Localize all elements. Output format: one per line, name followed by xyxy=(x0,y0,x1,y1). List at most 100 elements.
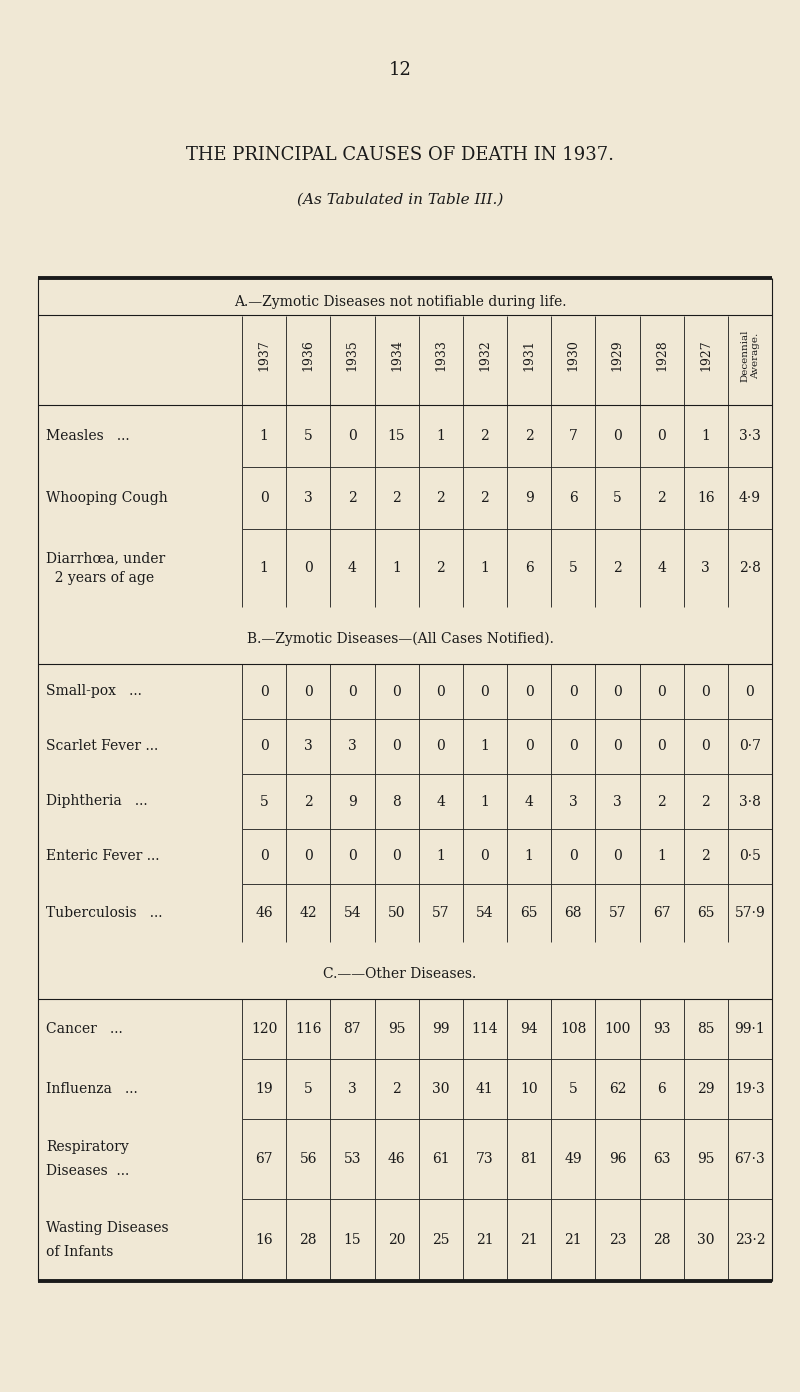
Text: 1933: 1933 xyxy=(434,340,447,372)
Text: 0: 0 xyxy=(392,849,401,863)
Text: 0: 0 xyxy=(348,429,357,443)
Text: Respiratory: Respiratory xyxy=(46,1140,129,1154)
Text: 28: 28 xyxy=(653,1233,670,1247)
Text: 0: 0 xyxy=(392,739,401,753)
Text: 2: 2 xyxy=(613,561,622,575)
Text: Diphtheria   ...: Diphtheria ... xyxy=(46,795,148,809)
Text: 6: 6 xyxy=(525,561,534,575)
Text: 50: 50 xyxy=(388,906,406,920)
Text: 0: 0 xyxy=(481,685,490,699)
Text: 57: 57 xyxy=(609,906,626,920)
Text: Whooping Cough: Whooping Cough xyxy=(46,491,168,505)
Text: 57·9: 57·9 xyxy=(734,906,766,920)
Text: 5: 5 xyxy=(569,1082,578,1096)
Text: 85: 85 xyxy=(697,1022,714,1036)
Text: 4: 4 xyxy=(436,795,445,809)
Text: 1: 1 xyxy=(525,849,534,863)
Text: 8: 8 xyxy=(392,795,401,809)
Text: 7: 7 xyxy=(569,429,578,443)
Text: 3·8: 3·8 xyxy=(739,795,761,809)
Text: 3: 3 xyxy=(569,795,578,809)
Text: 95: 95 xyxy=(388,1022,406,1036)
Text: 29: 29 xyxy=(697,1082,714,1096)
Text: 0: 0 xyxy=(525,739,534,753)
Text: 0: 0 xyxy=(260,491,269,505)
Text: 1: 1 xyxy=(436,429,445,443)
Text: 0: 0 xyxy=(260,685,269,699)
Text: 23·2: 23·2 xyxy=(734,1233,766,1247)
Text: 42: 42 xyxy=(299,906,317,920)
Text: 99·1: 99·1 xyxy=(734,1022,766,1036)
Text: 2: 2 xyxy=(658,491,666,505)
Text: 2: 2 xyxy=(304,795,313,809)
Text: 46: 46 xyxy=(388,1153,406,1166)
Text: 0: 0 xyxy=(304,849,313,863)
Text: 67·3: 67·3 xyxy=(734,1153,766,1166)
Text: 65: 65 xyxy=(697,906,714,920)
Text: 0: 0 xyxy=(702,739,710,753)
Text: 1935: 1935 xyxy=(346,340,359,372)
Text: 4: 4 xyxy=(348,561,357,575)
Text: 1927: 1927 xyxy=(699,340,712,372)
Text: 5: 5 xyxy=(304,1082,313,1096)
Text: 1: 1 xyxy=(481,739,490,753)
Text: 0: 0 xyxy=(658,429,666,443)
Text: Scarlet Fever ...: Scarlet Fever ... xyxy=(46,739,158,753)
Text: 2: 2 xyxy=(436,561,445,575)
Text: 56: 56 xyxy=(299,1153,317,1166)
Text: 1: 1 xyxy=(260,561,269,575)
Text: of Infants: of Infants xyxy=(46,1244,114,1258)
Text: 65: 65 xyxy=(520,906,538,920)
Text: Small-pox   ...: Small-pox ... xyxy=(46,685,142,699)
Text: 1: 1 xyxy=(436,849,445,863)
Text: 1: 1 xyxy=(657,849,666,863)
Text: 16: 16 xyxy=(697,491,714,505)
Text: 2 years of age: 2 years of age xyxy=(46,571,154,585)
Text: 1: 1 xyxy=(702,429,710,443)
Text: 54: 54 xyxy=(344,906,362,920)
Text: 0: 0 xyxy=(260,849,269,863)
Text: 2·8: 2·8 xyxy=(739,561,761,575)
Text: 120: 120 xyxy=(251,1022,278,1036)
Text: 95: 95 xyxy=(697,1153,714,1166)
Text: B.—Zymotic Diseases—(All Cases Notified).: B.—Zymotic Diseases—(All Cases Notified)… xyxy=(246,632,554,646)
Text: 0: 0 xyxy=(436,739,445,753)
Text: A.—Zymotic Diseases not notifiable during life.: A.—Zymotic Diseases not notifiable durin… xyxy=(234,295,566,309)
Text: Wasting Diseases: Wasting Diseases xyxy=(46,1221,169,1235)
Text: (As Tabulated in Table III.): (As Tabulated in Table III.) xyxy=(297,193,503,207)
Text: 3: 3 xyxy=(304,491,313,505)
Text: 46: 46 xyxy=(255,906,273,920)
Text: 1: 1 xyxy=(392,561,401,575)
Text: 6: 6 xyxy=(658,1082,666,1096)
Text: Diarrhœa, under: Diarrhœa, under xyxy=(46,551,166,565)
Text: 0: 0 xyxy=(348,849,357,863)
Text: 1932: 1932 xyxy=(478,340,491,372)
Text: 0: 0 xyxy=(658,685,666,699)
Text: 2: 2 xyxy=(348,491,357,505)
Text: 0: 0 xyxy=(260,739,269,753)
Text: Diseases  ...: Diseases ... xyxy=(46,1164,130,1178)
Text: Decennial
Average.: Decennial Average. xyxy=(740,330,760,381)
Text: 4: 4 xyxy=(657,561,666,575)
Text: 3: 3 xyxy=(702,561,710,575)
Text: 108: 108 xyxy=(560,1022,586,1036)
Text: 0·5: 0·5 xyxy=(739,849,761,863)
Text: 5: 5 xyxy=(613,491,622,505)
Text: 0: 0 xyxy=(613,685,622,699)
Text: 0: 0 xyxy=(569,685,578,699)
Text: 0: 0 xyxy=(569,739,578,753)
Text: 0: 0 xyxy=(525,685,534,699)
Text: 0: 0 xyxy=(613,429,622,443)
Text: 67: 67 xyxy=(653,906,670,920)
Text: 3: 3 xyxy=(304,739,313,753)
Text: 0: 0 xyxy=(392,685,401,699)
Text: 93: 93 xyxy=(653,1022,670,1036)
Text: 0: 0 xyxy=(304,561,313,575)
Text: 54: 54 xyxy=(476,906,494,920)
Text: 0: 0 xyxy=(304,685,313,699)
Text: 19: 19 xyxy=(255,1082,273,1096)
Text: 0: 0 xyxy=(481,849,490,863)
Text: 0: 0 xyxy=(658,739,666,753)
Text: Measles   ...: Measles ... xyxy=(46,429,130,443)
Text: 15: 15 xyxy=(388,429,406,443)
